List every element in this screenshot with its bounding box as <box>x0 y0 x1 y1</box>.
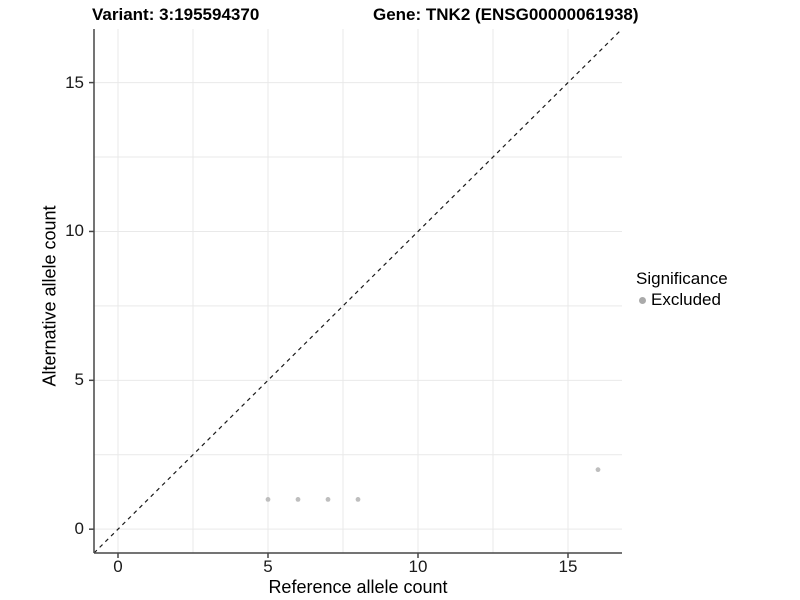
identity-dashed-line <box>93 28 623 554</box>
legend-title: Significance <box>636 269 728 288</box>
x-tick-label: 5 <box>263 557 273 576</box>
plot-canvas <box>89 28 623 558</box>
data-point <box>295 497 301 502</box>
y-tick-label: 10 <box>65 221 84 241</box>
legend-items: Excluded <box>636 290 728 310</box>
data-point <box>325 497 331 502</box>
y-tick-label: 15 <box>65 72 84 92</box>
x-tick-label: 15 <box>558 557 578 576</box>
plot-title-variant: Variant: 3:195594370 <box>92 5 260 24</box>
data-point <box>355 497 361 502</box>
legend-key-dot-icon <box>639 296 646 304</box>
plot-title-gene: Gene: TNK2 (ENSG00000061938) <box>373 5 639 24</box>
legend: Significance Excluded <box>636 269 728 310</box>
data-point <box>595 467 601 473</box>
legend-item: Excluded <box>636 290 728 310</box>
data-point <box>265 497 271 502</box>
x-tick-label: 10 <box>408 557 428 576</box>
y-tick-label: 0 <box>74 519 84 539</box>
y-tick-label: 5 <box>74 370 84 390</box>
legend-item-label: Excluded <box>651 290 721 309</box>
x-axis-title: Reference allele count <box>268 577 448 597</box>
plot-panel <box>89 28 623 558</box>
x-tick-label: 0 <box>113 557 123 576</box>
